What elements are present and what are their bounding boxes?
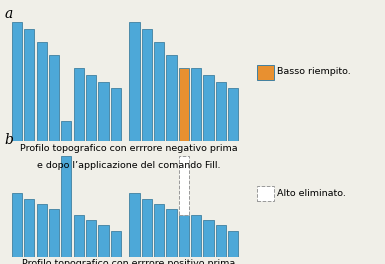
Text: Profilo topografico con errrore positivo prima: Profilo topografico con errrore positivo… <box>22 259 236 264</box>
Text: b: b <box>5 133 13 147</box>
Bar <box>37 42 47 141</box>
Bar <box>12 22 22 141</box>
Bar <box>129 193 139 257</box>
Bar <box>179 156 189 215</box>
Bar <box>228 88 238 141</box>
Bar <box>142 199 152 257</box>
Text: a: a <box>5 7 13 21</box>
Bar <box>24 199 34 257</box>
Bar <box>257 186 274 201</box>
Bar <box>228 231 238 257</box>
Bar <box>154 204 164 257</box>
Bar <box>86 220 96 257</box>
Bar <box>216 225 226 257</box>
Bar <box>86 75 96 141</box>
Bar <box>74 215 84 257</box>
Bar <box>61 156 72 257</box>
Text: e dopo l’applicazione del comando Fill.: e dopo l’applicazione del comando Fill. <box>37 161 221 170</box>
Bar <box>74 68 84 141</box>
Bar <box>49 209 59 257</box>
Text: Basso riempito.: Basso riempito. <box>277 67 351 76</box>
Bar <box>99 225 109 257</box>
Bar <box>61 121 72 141</box>
Bar <box>179 215 189 257</box>
Text: Profilo topografico con errrore negativo prima: Profilo topografico con errrore negativo… <box>20 144 238 153</box>
Bar <box>111 88 121 141</box>
Bar <box>203 220 214 257</box>
Bar <box>37 204 47 257</box>
Bar <box>111 231 121 257</box>
Bar <box>166 209 177 257</box>
Bar <box>49 55 59 141</box>
Bar <box>166 55 177 141</box>
Bar <box>216 82 226 141</box>
Bar <box>154 42 164 141</box>
Bar <box>203 75 214 141</box>
Text: Alto eliminato.: Alto eliminato. <box>277 189 346 198</box>
Bar <box>179 68 189 141</box>
Bar <box>191 215 201 257</box>
Bar <box>191 68 201 141</box>
Bar <box>24 29 34 141</box>
Bar <box>142 29 152 141</box>
Bar <box>129 22 139 141</box>
Bar <box>12 193 22 257</box>
Bar <box>257 65 274 80</box>
Bar <box>99 82 109 141</box>
